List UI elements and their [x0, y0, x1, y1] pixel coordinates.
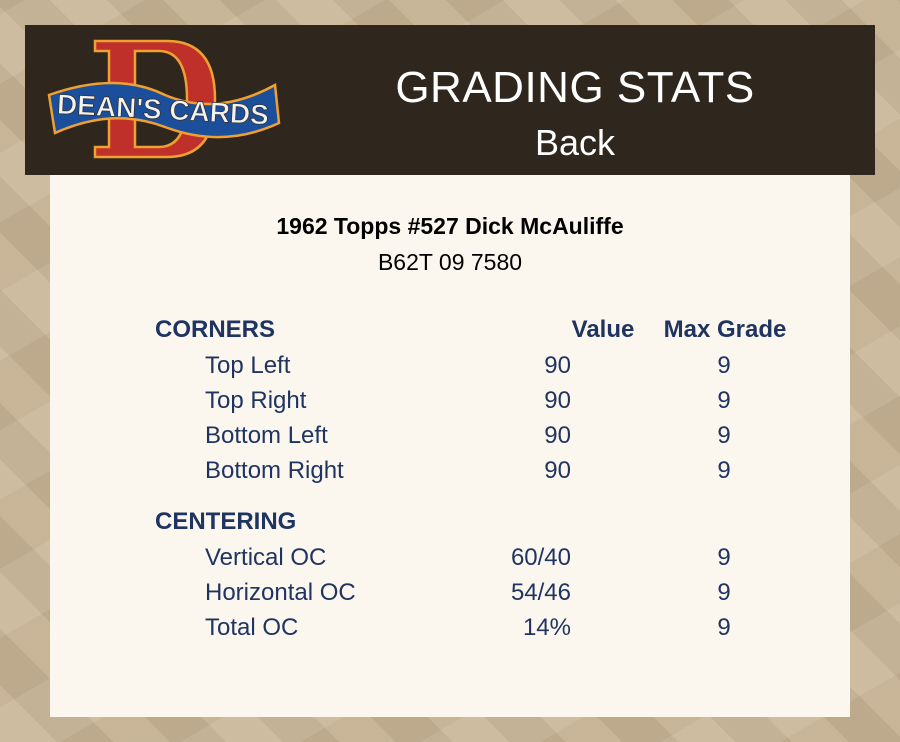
table-row: Horizontal OC 54/46 9 [50, 579, 850, 609]
row-label: Top Left [205, 352, 291, 379]
table-row: Bottom Left 90 9 [50, 422, 850, 452]
row-value: 60/40 [510, 544, 571, 571]
column-header-max-grade: Max Grade [663, 316, 787, 343]
row-value: 90 [544, 387, 571, 414]
row-label: Bottom Left [205, 422, 328, 449]
stats-panel: 1962 Topps #527 Dick McAuliffe B62T 09 7… [50, 175, 850, 717]
row-max-grade: 9 [717, 614, 731, 641]
row-value: 14% [522, 614, 571, 641]
row-max-grade: 9 [717, 579, 731, 606]
deans-cards-logo: DEAN'S CARDS [47, 39, 281, 159]
svg-text:DEAN'S CARDS: DEAN'S CARDS [56, 88, 269, 130]
row-value: 90 [544, 457, 571, 484]
table-row: Vertical OC 60/40 9 [50, 544, 850, 574]
row-max-grade: 9 [717, 457, 731, 484]
table-row: Total OC 14% 9 [50, 614, 850, 644]
row-max-grade: 9 [717, 387, 731, 414]
row-label: Top Right [205, 387, 307, 414]
row-value: 54/46 [510, 579, 571, 606]
card-name: 1962 Topps #527 Dick McAuliffe [276, 213, 624, 239]
header-bar: DEAN'S CARDS GRADING STATS Back [25, 25, 875, 175]
row-value: 90 [544, 422, 571, 449]
page-subtitle: Back [534, 122, 616, 163]
cert-number: B62T 09 7580 [377, 249, 523, 275]
section-header-corners: CORNERS Value Max Grade [50, 316, 850, 346]
page-title: GRADING STATS [395, 63, 755, 112]
row-label: Bottom Right [205, 457, 344, 484]
row-value: 90 [544, 352, 571, 379]
row-max-grade: 9 [717, 352, 731, 379]
table-row: Bottom Right 90 9 [50, 457, 850, 487]
section-title: CENTERING [155, 508, 297, 535]
section-title: CORNERS [155, 316, 276, 343]
row-label: Vertical OC [205, 544, 327, 571]
row-label: Total OC [205, 614, 299, 641]
table-row: Top Right 90 9 [50, 387, 850, 417]
row-label: Horizontal OC [205, 579, 356, 606]
row-max-grade: 9 [717, 422, 731, 449]
table-row: Top Left 90 9 [50, 352, 850, 382]
section-header-centering: CENTERING [50, 508, 850, 538]
row-max-grade: 9 [717, 544, 731, 571]
column-header-value: Value [571, 316, 635, 343]
